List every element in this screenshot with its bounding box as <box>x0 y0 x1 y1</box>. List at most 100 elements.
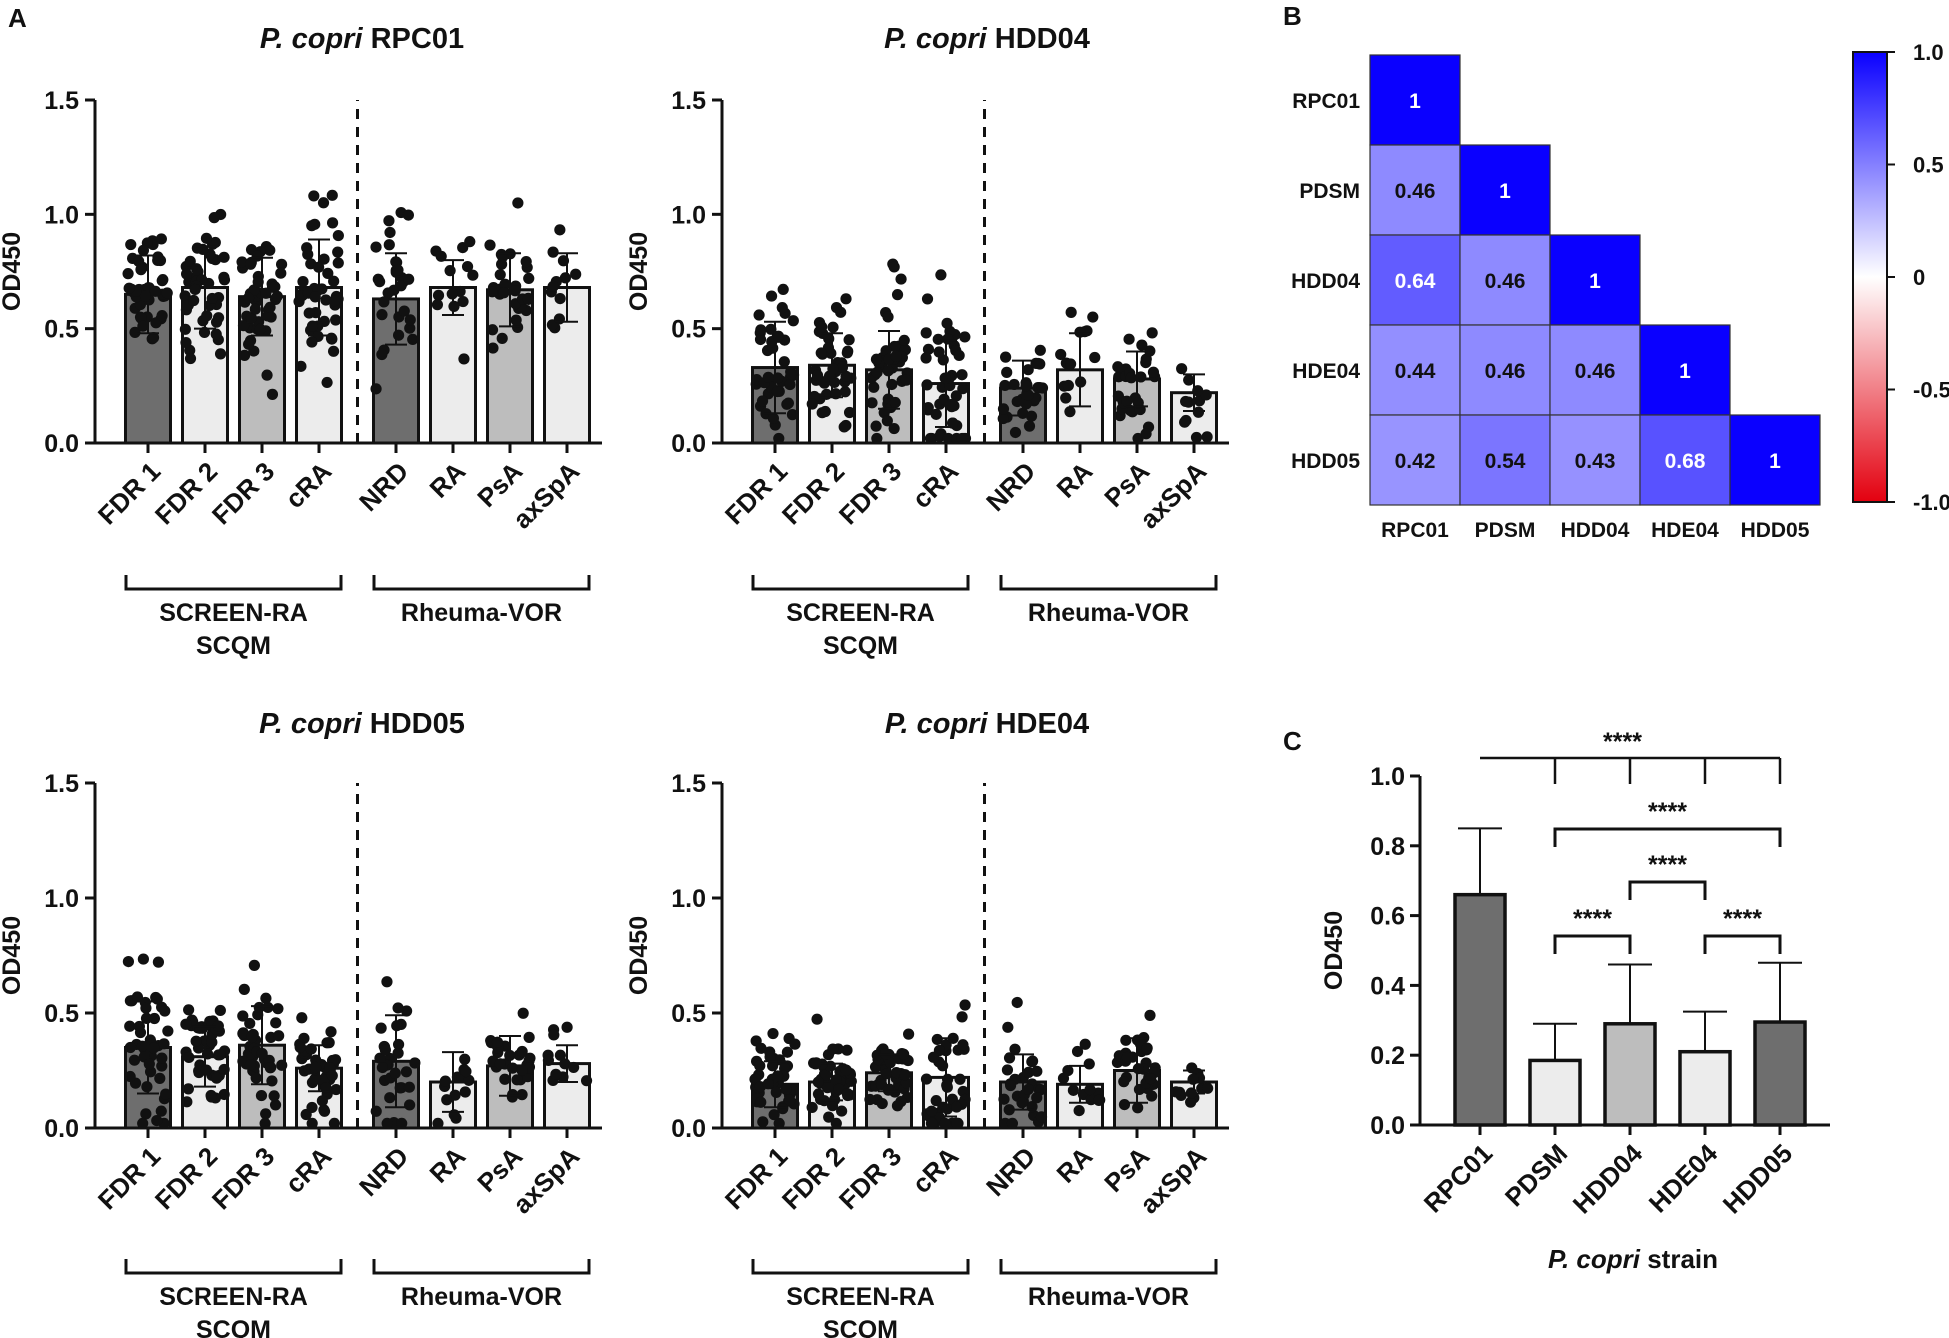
data-point <box>159 1005 171 1017</box>
cohort-label: Rheuma-VOR <box>401 1283 562 1311</box>
y-tick-label: 0.0 <box>671 430 706 458</box>
data-points <box>432 1053 475 1129</box>
colorbar <box>1852 51 1888 503</box>
y-tick-label: 0.5 <box>44 316 79 344</box>
heatmap-cell-value: 0.46 <box>1395 180 1436 203</box>
data-point <box>1022 1083 1034 1096</box>
data-point <box>273 1030 285 1042</box>
data-point <box>137 320 149 332</box>
data-point <box>895 273 907 285</box>
data-point <box>254 323 266 335</box>
data-point <box>542 1054 555 1066</box>
data-point <box>1192 406 1205 418</box>
data-point <box>210 328 222 340</box>
data-point <box>253 1001 265 1014</box>
data-point <box>935 269 947 281</box>
data-point <box>812 1076 824 1088</box>
data-point <box>784 378 796 391</box>
data-point <box>523 272 535 285</box>
y-tick-label: 1.0 <box>44 201 79 229</box>
data-point <box>381 976 393 988</box>
data-point <box>237 320 250 332</box>
significance-bracket <box>1553 827 1782 847</box>
data-point <box>876 1097 888 1110</box>
data-point <box>214 348 227 360</box>
data-point <box>815 347 827 359</box>
cohort-label: SCREEN-RA <box>786 599 935 627</box>
colorbar-tick-label: 0.5 <box>1913 153 1944 178</box>
heatmap-col-label: PDSM <box>1475 519 1536 542</box>
y-tick-label: 0.0 <box>44 430 79 458</box>
data-point <box>404 1099 416 1111</box>
data-point <box>810 1057 822 1069</box>
data-point <box>460 1065 472 1078</box>
heatmap-row-label: HDD04 <box>1291 270 1360 293</box>
data-point <box>548 1029 560 1041</box>
data-point <box>931 1033 943 1046</box>
data-point <box>1008 378 1020 391</box>
data-point <box>376 1061 389 1074</box>
data-point <box>997 412 1009 425</box>
data-point <box>306 320 319 332</box>
data-point <box>959 999 971 1011</box>
cohort-label: SCQM <box>823 1316 898 1338</box>
data-point <box>899 1069 911 1081</box>
data-point <box>370 1105 382 1117</box>
significance-bracket <box>1703 934 1782 954</box>
data-point <box>269 281 281 293</box>
chart-title: P. copri HDE04 <box>885 708 1089 740</box>
data-point <box>1079 1038 1091 1050</box>
data-point <box>374 1052 386 1064</box>
data-point <box>1022 389 1034 401</box>
data-point <box>836 1105 848 1117</box>
data-point <box>776 302 788 314</box>
data-point <box>155 233 167 245</box>
data-point <box>1055 348 1067 361</box>
data-point <box>954 1073 966 1085</box>
heatmap-cell-value: 0.46 <box>1485 360 1526 383</box>
data-point <box>404 322 416 334</box>
cohort-label: SCREEN-RA <box>159 599 308 627</box>
data-point <box>773 432 785 445</box>
data-point <box>786 409 799 421</box>
data-point <box>495 248 507 261</box>
data-point <box>836 361 849 373</box>
data-point <box>881 415 893 427</box>
data-point <box>448 1109 460 1121</box>
data-point <box>238 349 251 361</box>
significance-label: **** <box>1573 905 1612 933</box>
data-point <box>781 1046 794 1058</box>
data-point <box>959 331 971 343</box>
data-point <box>382 287 394 299</box>
data-point <box>891 1100 904 1112</box>
data-point <box>762 1078 774 1090</box>
colorbar-tick-label: -0.5 <box>1913 378 1949 403</box>
data-point <box>486 286 498 298</box>
data-point <box>1118 1098 1131 1111</box>
data-point <box>870 353 883 365</box>
x-axis-label: P. copri strain <box>1548 1244 1718 1274</box>
data-point <box>941 317 953 329</box>
data-point <box>841 1044 853 1056</box>
data-point <box>306 1101 318 1114</box>
data-point <box>156 1052 168 1064</box>
data-point <box>400 1005 413 1017</box>
data-point <box>1060 392 1072 404</box>
data-points <box>545 224 582 334</box>
data-point <box>1179 416 1191 428</box>
data-point <box>754 333 767 346</box>
data-point <box>934 430 946 443</box>
data-point <box>140 1002 152 1014</box>
data-point <box>835 306 847 318</box>
data-point <box>920 1073 933 1085</box>
data-point <box>951 1117 963 1129</box>
data-point <box>946 417 959 429</box>
heatmap-cell <box>1369 234 1461 326</box>
data-points <box>998 996 1048 1129</box>
data-point <box>888 261 900 273</box>
data-point <box>327 345 340 357</box>
data-point <box>780 1083 792 1095</box>
data-point <box>398 305 410 317</box>
data-point <box>328 295 341 307</box>
data-point <box>151 993 163 1005</box>
